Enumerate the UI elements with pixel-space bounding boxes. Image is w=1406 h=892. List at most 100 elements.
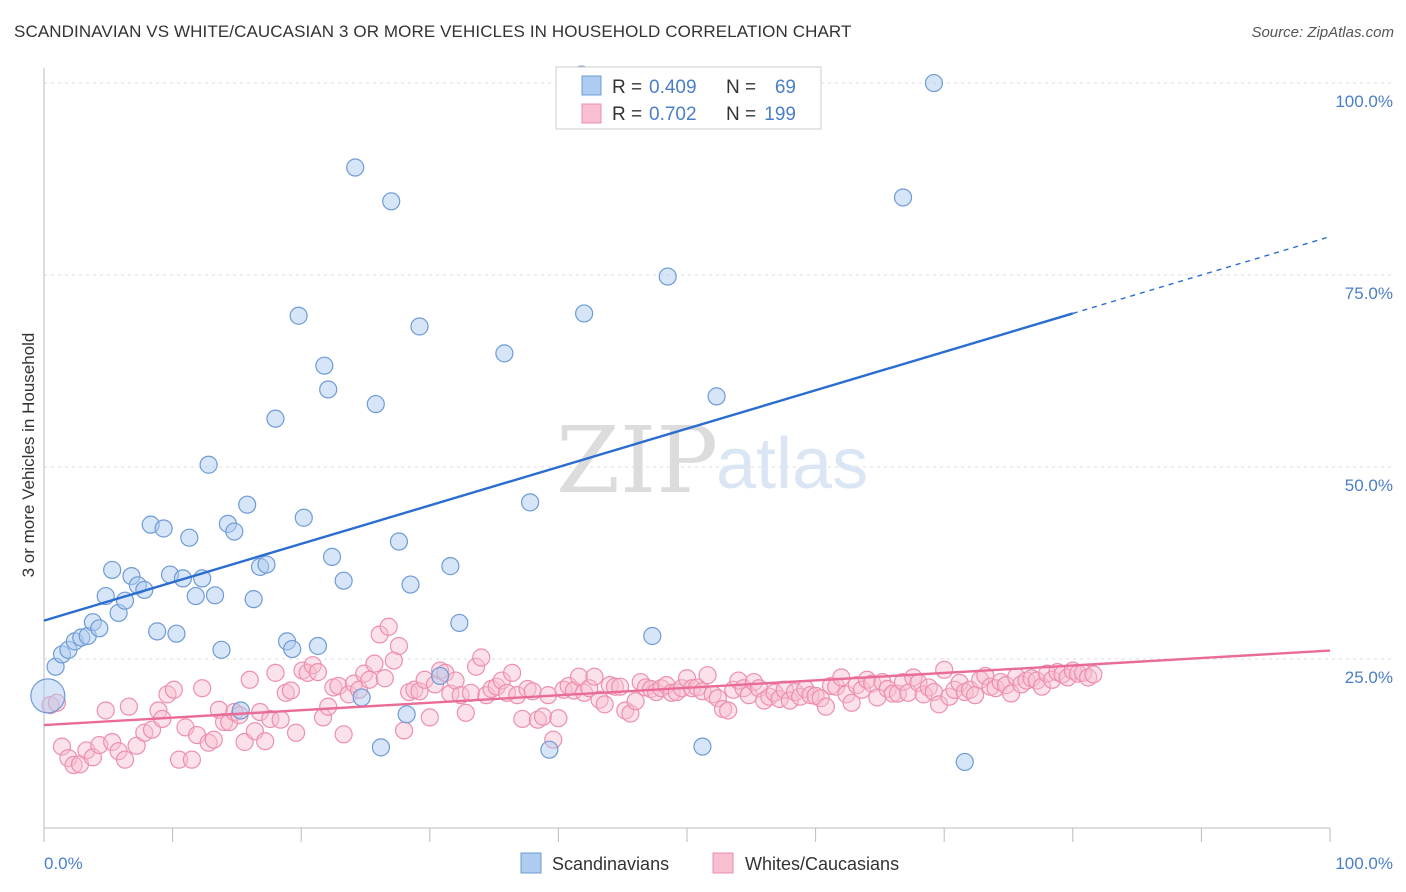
data-point-whites-caucasians	[904, 668, 923, 687]
data-point-whites-caucasians	[965, 686, 985, 705]
chart-title: SCANDINAVIAN VS WHITE/CAUCASIAN 3 OR MOR…	[14, 22, 852, 41]
legend-r-label: R =	[612, 104, 642, 125]
data-point-scandinavians	[103, 560, 122, 580]
data-point-whites-caucasians	[261, 709, 280, 729]
data-point-whites-caucasians	[533, 707, 553, 726]
trend-line-extension-scandinavians	[1072, 235, 1331, 315]
data-point-scandinavians	[346, 158, 365, 177]
data-point-scandinavians	[401, 575, 420, 594]
data-point-scandinavians	[30, 678, 66, 714]
trend-lines	[43, 235, 1331, 727]
data-point-scandinavians	[231, 701, 250, 720]
data-point-whites-caucasians	[929, 695, 949, 714]
watermark: ZIP atlas	[556, 407, 868, 514]
data-point-whites-caucasians	[199, 733, 218, 752]
data-point-whites-caucasians	[52, 737, 72, 756]
data-point-whites-caucasians	[360, 670, 379, 689]
data-point-scandinavians	[308, 636, 328, 656]
data-point-whites-caucasians	[888, 684, 908, 703]
data-point-scandinavians	[244, 590, 263, 609]
data-point-scandinavians	[186, 586, 205, 606]
data-point-whites-caucasians	[375, 669, 394, 688]
data-point-scandinavians	[90, 619, 109, 638]
data-point-whites-caucasians	[182, 750, 201, 769]
data-point-scandinavians	[521, 493, 540, 512]
data-point-scandinavians	[382, 192, 401, 211]
tick-labels: 100.0% 75.0% 50.0% 25.0% 0.0% 100.0%	[44, 92, 1393, 873]
data-point-scandinavians	[450, 613, 469, 633]
trend-line-scandinavians	[43, 312, 1074, 622]
data-point-whites-caucasians	[503, 663, 522, 682]
data-point-whites-caucasians	[204, 730, 223, 749]
data-point-scandinavians	[693, 737, 712, 756]
data-point-whites-caucasians	[240, 670, 259, 689]
data-point-whites-caucasians	[698, 666, 717, 685]
data-point-whites-caucasians	[585, 667, 604, 686]
data-point-whites-caucasians	[719, 701, 738, 720]
data-point-scandinavians	[283, 639, 302, 659]
legend: R = 0.409 N = 69 R = 0.702 N = 199	[555, 66, 822, 130]
data-point-whites-caucasians	[164, 680, 183, 699]
legend-n-value: 69	[775, 77, 796, 98]
data-point-whites-caucasians	[119, 697, 138, 716]
data-point-scandinavians	[334, 571, 353, 590]
data-point-whites-caucasians	[893, 672, 913, 692]
data-point-whites-caucasians	[801, 686, 820, 705]
source-label: Source: ZipAtlas.com	[1251, 24, 1394, 41]
data-point-whites-caucasians	[616, 701, 635, 720]
data-point-whites-caucasians	[528, 710, 547, 729]
series-whites-caucasians	[41, 617, 1103, 775]
data-point-scandinavians	[924, 73, 944, 93]
data-point-scandinavians	[199, 455, 218, 474]
legend-n-value: 199	[764, 104, 796, 125]
data-point-scandinavians	[397, 705, 416, 724]
data-point-whites-caucasians	[708, 689, 727, 708]
data-point-whites-caucasians	[1084, 665, 1103, 684]
data-point-scandinavians	[294, 508, 313, 527]
data-point-scandinavians	[205, 586, 225, 605]
data-point-whites-caucasians	[286, 723, 306, 742]
bottom-legend-swatch-whites-caucasians	[712, 852, 734, 874]
data-point-whites-caucasians	[420, 708, 439, 727]
legend-n-label: N =	[726, 77, 756, 98]
bottom-legend-swatch-scandinavians	[520, 852, 542, 874]
data-point-scandinavians	[389, 532, 409, 551]
data-point-whites-caucasians	[1001, 684, 1021, 703]
data-point-whites-caucasians	[466, 657, 486, 676]
grid-lines	[44, 82, 1392, 660]
data-point-whites-caucasians	[626, 692, 645, 711]
data-point-whites-caucasians	[96, 701, 115, 720]
data-point-scandinavians	[371, 738, 391, 757]
data-point-scandinavians	[893, 188, 913, 207]
data-point-scandinavians	[238, 495, 257, 514]
bottom-legend-label-whites-caucasians: Whites/Caucasians	[745, 854, 899, 874]
data-point-whites-caucasians	[816, 697, 835, 716]
legend-r-value: 0.702	[649, 104, 697, 125]
y-tick-label: 100.0%	[1335, 92, 1393, 111]
data-point-whites-caucasians	[169, 750, 189, 769]
bottom-legend: Scandinavians Whites/Caucasians	[520, 852, 899, 874]
legend-r-value: 0.409	[649, 77, 697, 98]
y-axis-label: 3 or more Vehicles in Household	[19, 333, 38, 578]
y-tick-label: 50.0%	[1345, 476, 1393, 495]
data-point-scandinavians	[289, 306, 308, 325]
data-point-scandinavians	[352, 688, 371, 707]
data-point-whites-caucasians	[266, 663, 285, 682]
data-point-whites-caucasians	[883, 684, 902, 703]
data-point-whites-caucasians	[549, 709, 568, 728]
data-point-scandinavians	[225, 522, 244, 541]
data-point-whites-caucasians	[456, 703, 475, 722]
x-tick-label: 100.0%	[1335, 854, 1393, 873]
data-point-scandinavians	[180, 528, 199, 547]
data-point-whites-caucasians	[365, 654, 384, 673]
legend-r-label: R =	[612, 77, 642, 98]
data-point-whites-caucasians	[595, 695, 614, 714]
data-point-whites-caucasians	[472, 648, 491, 667]
legend-swatch-scandinavians	[581, 75, 602, 96]
data-point-whites-caucasians	[1079, 668, 1098, 687]
data-point-whites-caucasians	[842, 693, 861, 712]
trend-line-whites-caucasians	[43, 649, 1331, 727]
data-point-scandinavians	[154, 519, 173, 538]
data-point-whites-caucasians	[281, 681, 301, 700]
y-tick-label: 75.0%	[1345, 284, 1393, 303]
